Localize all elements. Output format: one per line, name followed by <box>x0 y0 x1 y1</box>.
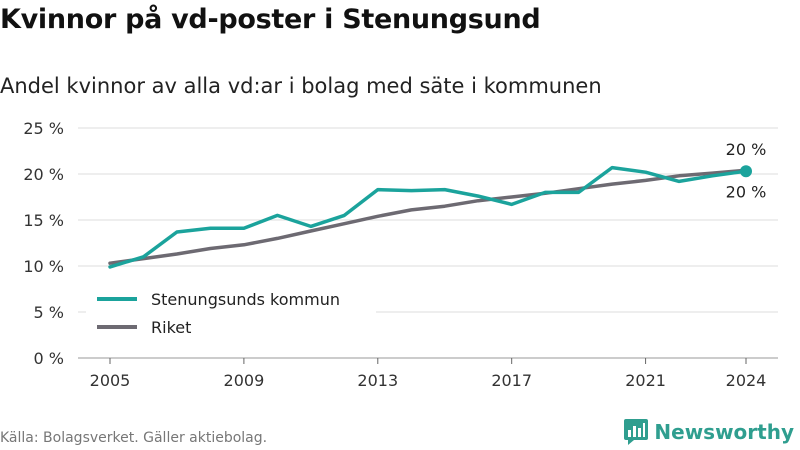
x-axis: 2005 2009 2013 2017 2021 2024 <box>90 358 767 390</box>
x-tick-label: 2009 <box>224 371 265 390</box>
end-labels: 20 % 20 % <box>726 140 767 201</box>
legend-background <box>86 282 376 346</box>
y-tick-label: 25 % <box>23 119 64 138</box>
chart-title: Kvinnor på vd-poster i Stenungsund <box>0 4 541 35</box>
legend-label: Stenungsunds kommun <box>151 290 340 309</box>
chart-subtitle: Andel kvinnor av alla vd:ar i bolag med … <box>0 74 602 98</box>
brand-name: Newsworthy <box>654 420 794 444</box>
y-tick-label: 20 % <box>23 165 64 184</box>
x-tick-label: 2013 <box>357 371 398 390</box>
y-tick-label: 5 % <box>34 303 64 322</box>
series-line <box>108 165 748 269</box>
brand-logo: Newsworthy <box>624 419 794 445</box>
y-tick-label: 15 % <box>23 211 64 230</box>
legend: Stenungsunds kommun Riket <box>86 282 376 346</box>
x-tick-label: 2021 <box>625 371 666 390</box>
x-tick-label: 2017 <box>491 371 532 390</box>
grid-layer: 0 % 5 % 10 % 15 % 20 % 25 % <box>23 119 778 368</box>
x-tick-label: 2024 <box>726 371 767 390</box>
end-value-label: 20 % <box>726 140 767 159</box>
end-value-label: 20 % <box>726 182 767 201</box>
y-tick-label: 0 % <box>34 349 64 368</box>
series-layer <box>108 165 752 269</box>
source-note: Källa: Bolagsverket. Gäller aktiebolag. <box>0 430 268 446</box>
bar-chart-logo-icon <box>624 419 649 445</box>
series-line <box>108 168 748 265</box>
legend-label: Riket <box>151 318 191 337</box>
y-tick-label: 10 % <box>23 257 64 276</box>
series-endpoint <box>740 165 752 178</box>
x-tick-label: 2005 <box>90 371 131 390</box>
